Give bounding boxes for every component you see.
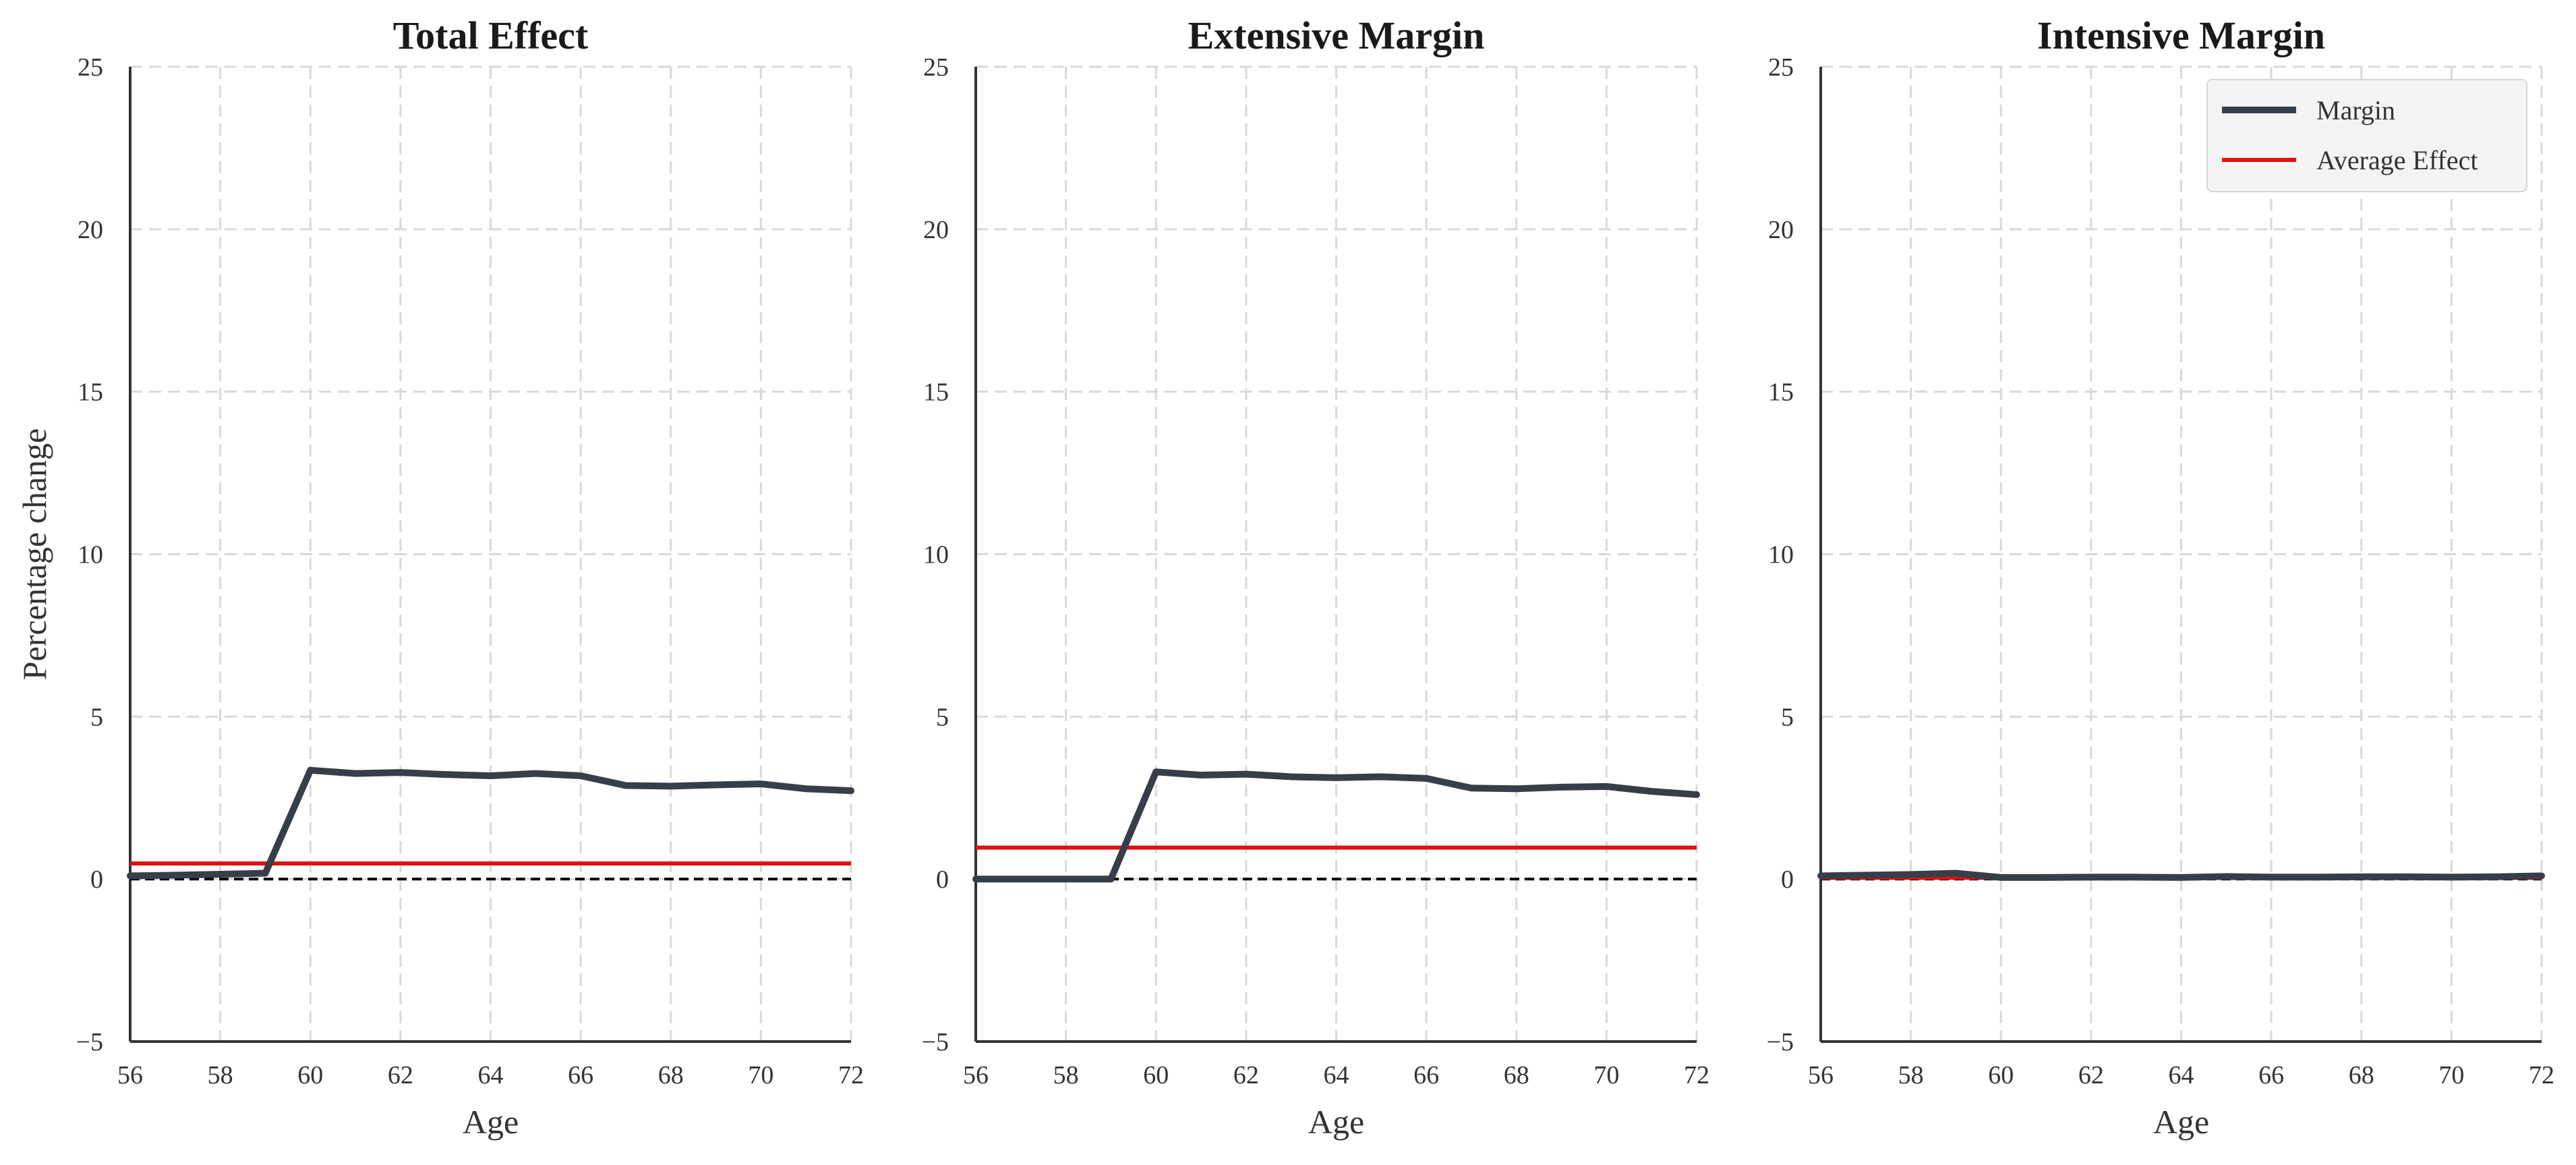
y-tick-label: 25	[923, 53, 949, 82]
x-tick-label: 66	[2258, 1061, 2284, 1089]
y-tick-label: 15	[78, 378, 103, 407]
x-tick-label: 62	[1233, 1061, 1259, 1089]
y-tick-label: −5	[1767, 1028, 1794, 1056]
x-tick-label: 68	[658, 1061, 684, 1089]
x-tick-label: 56	[117, 1061, 143, 1089]
x-tick-label: 70	[2438, 1061, 2464, 1089]
x-tick-label: 58	[1053, 1061, 1079, 1089]
x-tick-label: 72	[838, 1061, 864, 1089]
y-tick-label: 0	[936, 865, 949, 894]
x-tick-label: 70	[1593, 1061, 1619, 1089]
x-tick-label: 60	[1143, 1061, 1169, 1089]
chart-panel-1: −5 0 5 10 15 20 25 56 58 60 62 64 66 68 70 72 Total Effe…	[16, 13, 864, 1141]
y-tick-label: 20	[1768, 216, 1794, 244]
x-tick-label: 66	[568, 1061, 593, 1089]
y-tick-label: 25	[78, 53, 103, 82]
y-tick-label: 0	[90, 865, 103, 894]
chart-title: Total Effect	[393, 13, 589, 57]
y-tick-label: 15	[923, 378, 949, 407]
x-tick-label: 60	[297, 1061, 323, 1089]
y-tick-label: 5	[90, 703, 103, 731]
margin-series-line	[972, 768, 1700, 883]
y-tick-label: 25	[1768, 53, 1794, 82]
y-tick-label: 10	[1768, 541, 1794, 569]
x-tick-label: 62	[388, 1061, 413, 1089]
x-tick-label: 66	[1413, 1061, 1439, 1089]
legend-label: Average Effect	[2316, 145, 2478, 175]
x-tick-label: 70	[748, 1061, 773, 1089]
y-tick-label: −5	[922, 1028, 949, 1056]
chart-panel-2: −5 0 5 10 15 20 25 56 58 60 62 64 66 68 70 72 Extensive …	[922, 13, 1709, 1141]
y-tick-label: 15	[1768, 378, 1794, 407]
y-tick-label: 5	[936, 703, 949, 731]
y-tick-label: 10	[78, 541, 103, 569]
legend-label: Margin	[2316, 95, 2395, 125]
x-tick-label: 68	[1504, 1061, 1529, 1089]
x-tick-label: 60	[1988, 1061, 2014, 1089]
x-tick-label: 58	[1898, 1061, 1924, 1089]
legend: Margin Average Effect	[2206, 79, 2527, 192]
y-axis-label: Percentage change	[16, 428, 53, 680]
x-tick-label: 56	[963, 1061, 989, 1089]
y-tick-label: 10	[923, 541, 949, 569]
y-tick-label: 20	[923, 216, 949, 244]
x-tick-label: 56	[1808, 1061, 1834, 1089]
x-tick-label: 68	[2349, 1061, 2374, 1089]
x-tick-label: 58	[208, 1061, 233, 1089]
x-axis-label: Age	[463, 1103, 519, 1141]
x-axis-label: Age	[1308, 1103, 1364, 1141]
y-tick-label: −5	[76, 1028, 103, 1056]
x-tick-label: 62	[2078, 1061, 2104, 1089]
x-axis-label: Age	[2153, 1103, 2209, 1141]
x-tick-label: 72	[2529, 1061, 2554, 1089]
margin-series-line	[1817, 870, 2545, 881]
x-tick-label: 72	[1684, 1061, 1709, 1089]
chart-title: Intensive Margin	[2037, 13, 2325, 57]
y-tick-label: 5	[1781, 703, 1794, 731]
chart-title: Extensive Margin	[1188, 13, 1485, 57]
x-tick-label: 64	[1324, 1061, 1349, 1089]
x-tick-label: 64	[478, 1061, 504, 1089]
chart-panel-3: −5 0 5 10 15 20 25 56 58 60 62 64 66 68 70 72 Intensive …	[1767, 13, 2554, 1141]
y-tick-label: 0	[1781, 865, 1794, 894]
margin-series-line	[127, 766, 854, 880]
y-tick-label: 20	[78, 216, 103, 244]
x-tick-label: 64	[2169, 1061, 2194, 1089]
